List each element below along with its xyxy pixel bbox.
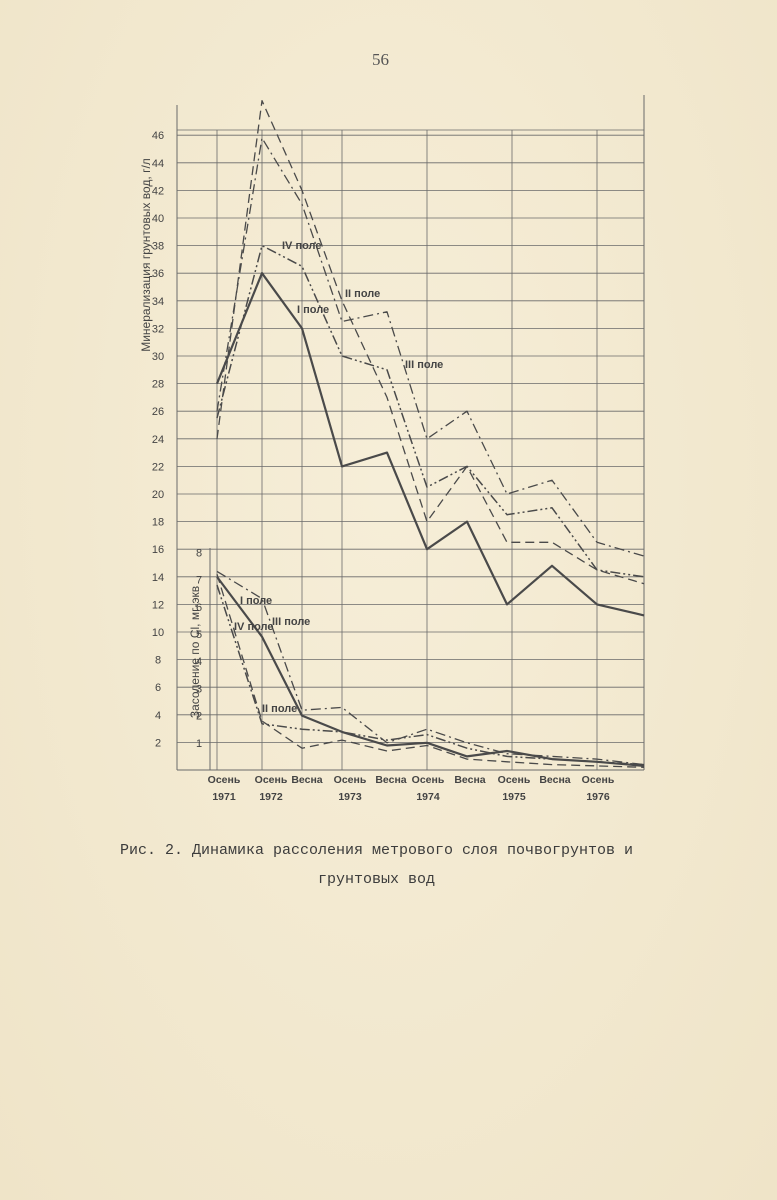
y-tick-label: 2 bbox=[155, 737, 161, 749]
x-tick-year-label: 1973 bbox=[338, 791, 362, 803]
y2-axis-title: Засоление по Cl, мг-экв bbox=[188, 586, 202, 718]
figure-caption-line-1: Рис. 2. Динамика рассоления метрового сл… bbox=[119, 842, 634, 859]
lower-series-line bbox=[216, 570, 645, 766]
y-tick-label: 12 bbox=[152, 599, 164, 611]
x-tick-label: Осень bbox=[498, 774, 531, 786]
y2-tick-label: 7 bbox=[196, 575, 202, 587]
y-tick-label: 36 bbox=[152, 268, 164, 280]
y-tick-label: 30 bbox=[152, 351, 164, 363]
x-tick-label: Осень bbox=[334, 774, 367, 786]
series-annotation: III поле bbox=[272, 616, 310, 628]
page-number: 56 bbox=[372, 50, 389, 69]
x-tick-label: Весна bbox=[539, 774, 570, 786]
x-tick-year-label: 1974 bbox=[416, 791, 440, 803]
x-tick-label: Весна bbox=[291, 774, 322, 786]
y-tick-label: 14 bbox=[152, 572, 164, 584]
lower-series-line bbox=[216, 576, 645, 767]
series-annotation: IV поле bbox=[282, 240, 322, 252]
series-annotation: I поле bbox=[297, 304, 329, 316]
x-tick-label: Осень bbox=[582, 774, 615, 786]
y-tick-label: 32 bbox=[152, 323, 164, 335]
x-tick-label: Весна bbox=[454, 774, 485, 786]
figure-caption-line-2: грунтовых вод bbox=[317, 871, 436, 888]
y-tick-label: 18 bbox=[152, 517, 164, 529]
lower-series-line bbox=[216, 584, 645, 766]
upper-series-line bbox=[216, 244, 645, 578]
y2-tick-label: 8 bbox=[196, 547, 202, 559]
y-tick-label: 16 bbox=[152, 544, 164, 556]
x-tick-label: Осень bbox=[208, 774, 241, 786]
y-tick-label: 42 bbox=[152, 185, 164, 197]
series-annotation: IV поле bbox=[234, 621, 274, 633]
upper-series-line bbox=[216, 100, 645, 585]
y2-tick-label: 6 bbox=[196, 602, 202, 614]
y-tick-label: 6 bbox=[155, 682, 161, 694]
series-annotation: II поле bbox=[262, 703, 297, 715]
y-tick-label: 22 bbox=[152, 461, 164, 473]
y-tick-label: 10 bbox=[152, 627, 164, 639]
x-tick-year-label: 1975 bbox=[502, 791, 526, 803]
x-tick-label: Осень bbox=[412, 774, 445, 786]
y-tick-label: 34 bbox=[152, 296, 164, 308]
x-tick-year-label: 1972 bbox=[259, 791, 283, 803]
x-tick-label: Осень bbox=[255, 774, 288, 786]
upper-series-line bbox=[215, 272, 645, 617]
series-annotation: I поле bbox=[240, 595, 272, 607]
y2-tick-label: 2 bbox=[196, 711, 202, 723]
y-tick-label: 40 bbox=[152, 213, 164, 225]
x-tick-year-label: 1976 bbox=[586, 791, 610, 803]
y-tick-label: 26 bbox=[152, 406, 164, 418]
series-annotation: II поле bbox=[345, 288, 380, 300]
series-annotation: III поле bbox=[405, 359, 443, 371]
y-tick-label: 38 bbox=[152, 241, 164, 253]
y-tick-label: 24 bbox=[152, 434, 164, 446]
y2-tick-label: 4 bbox=[196, 656, 202, 668]
y-tick-label: 20 bbox=[152, 489, 164, 501]
y2-tick-label: 1 bbox=[196, 738, 202, 750]
y2-tick-label: 5 bbox=[196, 629, 202, 641]
lower-series-line bbox=[216, 574, 645, 768]
y-tick-label: 8 bbox=[155, 655, 161, 667]
y-tick-label: 44 bbox=[152, 158, 164, 170]
y-tick-label: 46 bbox=[152, 130, 164, 142]
y-tick-label: 4 bbox=[155, 710, 161, 722]
x-tick-label: Весна bbox=[375, 774, 406, 786]
y-axis-title: Минерализация грунтовых вод, г/л bbox=[139, 158, 153, 352]
y-tick-label: 28 bbox=[152, 379, 164, 391]
x-tick-year-label: 1971 bbox=[212, 791, 236, 803]
y2-tick-label: 3 bbox=[196, 683, 202, 695]
upper-series-line bbox=[216, 137, 645, 557]
